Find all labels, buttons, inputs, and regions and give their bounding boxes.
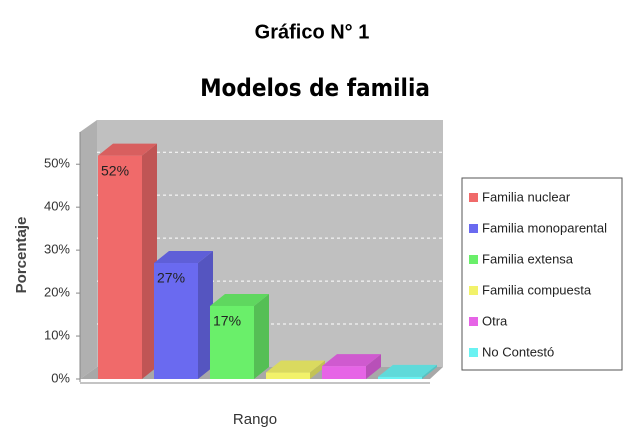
data-label: 17% — [213, 313, 241, 329]
bar-top — [378, 364, 437, 377]
bar — [98, 155, 142, 379]
legend-swatch — [469, 286, 478, 295]
y-tick-label: 10% — [44, 327, 70, 342]
bar-side — [310, 360, 325, 379]
bar-side — [366, 354, 381, 379]
legend-label: Otra — [482, 313, 508, 328]
bar-side — [254, 293, 269, 379]
bar-side — [198, 251, 213, 379]
legend-label: Familia nuclear — [482, 189, 571, 204]
bar-side — [422, 364, 437, 379]
legend — [461, 177, 623, 371]
y-tick-label: 50% — [44, 156, 70, 171]
data-label: 27% — [157, 270, 185, 286]
y-tick-label: 0% — [51, 370, 70, 385]
legend-swatch — [469, 224, 478, 233]
chart-title: Modelos de familia — [200, 74, 430, 102]
legend-swatch — [469, 348, 478, 357]
left-wall — [80, 120, 97, 379]
bar-top — [322, 354, 381, 367]
chart-header: Gráfico N° 1 — [255, 21, 370, 43]
bar — [378, 376, 422, 379]
y-tick-label: 20% — [44, 285, 70, 300]
bar-top — [154, 251, 213, 264]
y-axis-label: Porcentaje — [13, 217, 30, 294]
legend-label: Familia compuesta — [482, 282, 592, 297]
y-tick-label: 40% — [44, 199, 70, 214]
bar-side — [142, 143, 157, 379]
bar — [322, 366, 366, 379]
bar-top — [266, 360, 325, 373]
legend-swatch — [469, 255, 478, 264]
bar — [210, 305, 254, 379]
y-tick-label: 30% — [44, 242, 70, 257]
legend-label: Familia extensa — [482, 251, 574, 266]
bar-top — [210, 293, 269, 306]
legend-label: No Contestó — [482, 344, 554, 359]
bar-top — [98, 143, 157, 156]
data-label: 52% — [101, 162, 129, 178]
legend-swatch — [469, 193, 478, 202]
legend-label: Familia monoparental — [482, 220, 607, 235]
legend-swatch — [469, 317, 478, 326]
bar — [266, 372, 310, 379]
x-axis-label: Rango — [233, 411, 277, 428]
bar — [154, 263, 198, 379]
